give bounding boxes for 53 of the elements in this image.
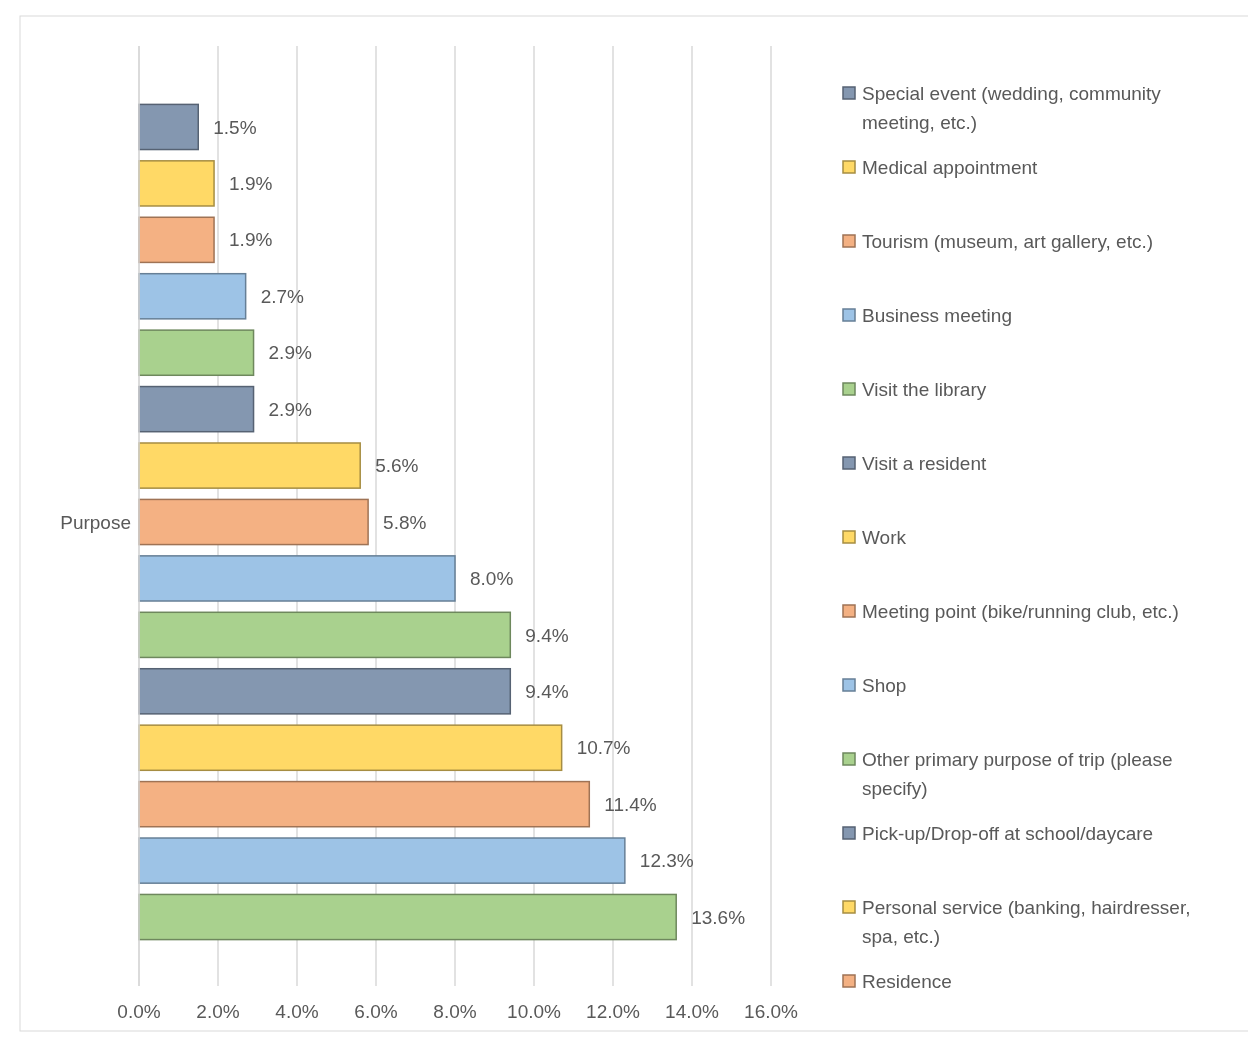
bar bbox=[138, 498, 369, 546]
legend-label: Special event (wedding, community meeting, etc.) bbox=[862, 82, 1162, 134]
bar bbox=[138, 555, 456, 602]
data-label: 9.4% bbox=[525, 680, 569, 702]
legend-label: Meeting point (bike/running club, etc.) bbox=[862, 600, 1179, 622]
bar bbox=[138, 667, 512, 715]
x-tick-label: 4.0% bbox=[275, 1000, 319, 1022]
data-label: 5.8% bbox=[383, 511, 427, 533]
bar bbox=[138, 216, 215, 264]
data-label: 9.4% bbox=[525, 624, 569, 646]
data-label: 8.0% bbox=[470, 568, 514, 590]
x-tick-label: 0.0% bbox=[117, 1000, 161, 1022]
bar bbox=[138, 893, 677, 941]
data-label: 11.4% bbox=[604, 793, 657, 815]
legend-label: Residence bbox=[862, 970, 952, 992]
x-tick-label: 2.0% bbox=[196, 1000, 240, 1022]
bar bbox=[138, 385, 255, 433]
legend-label: Visit the library bbox=[862, 378, 987, 400]
legend-label: Work bbox=[862, 526, 907, 548]
bar bbox=[138, 160, 215, 207]
data-label: 1.9% bbox=[229, 229, 273, 251]
data-label: 2.9% bbox=[268, 342, 312, 364]
x-tick-label: 6.0% bbox=[354, 1000, 398, 1022]
bar bbox=[138, 724, 563, 772]
bar bbox=[138, 780, 591, 828]
bar bbox=[138, 442, 361, 489]
x-tick-label: 12.0% bbox=[586, 1000, 641, 1022]
legend-label: Business meeting bbox=[862, 304, 1012, 326]
data-label: 1.9% bbox=[229, 173, 273, 195]
bar bbox=[138, 329, 255, 377]
bar bbox=[138, 837, 626, 884]
y-tick-label: Purpose bbox=[60, 511, 131, 533]
data-label: 10.7% bbox=[576, 737, 631, 759]
data-label: 2.9% bbox=[268, 398, 312, 420]
x-tick-label: 14.0% bbox=[665, 1000, 720, 1022]
x-tick-label: 8.0% bbox=[433, 1000, 477, 1022]
legend-label: Visit a resident bbox=[862, 452, 987, 474]
bar bbox=[138, 103, 199, 151]
legend-label: Medical appointment bbox=[862, 156, 1039, 178]
bar bbox=[138, 272, 247, 320]
x-tick-label: 10.0% bbox=[507, 1000, 562, 1022]
x-tick-label: 16.0% bbox=[744, 1000, 799, 1022]
legend-label: Other primary purpose of trip (please specify) bbox=[862, 748, 1173, 800]
legend-label: Pick-up/Drop-off at school/daycare bbox=[862, 822, 1154, 844]
bar bbox=[138, 611, 512, 659]
data-label: 2.7% bbox=[260, 285, 305, 307]
legend-label: Shop bbox=[862, 674, 907, 696]
legend-label: Tourism (museum, art gallery, etc.) bbox=[862, 230, 1154, 252]
data-label: 13.6% bbox=[691, 906, 746, 928]
legend-label: Personal service (banking, hairdresser, spa, etc.) bbox=[862, 896, 1191, 948]
data-label: 12.3% bbox=[639, 850, 694, 872]
data-label: 1.5% bbox=[213, 116, 257, 138]
data-label: 5.6% bbox=[375, 455, 419, 477]
